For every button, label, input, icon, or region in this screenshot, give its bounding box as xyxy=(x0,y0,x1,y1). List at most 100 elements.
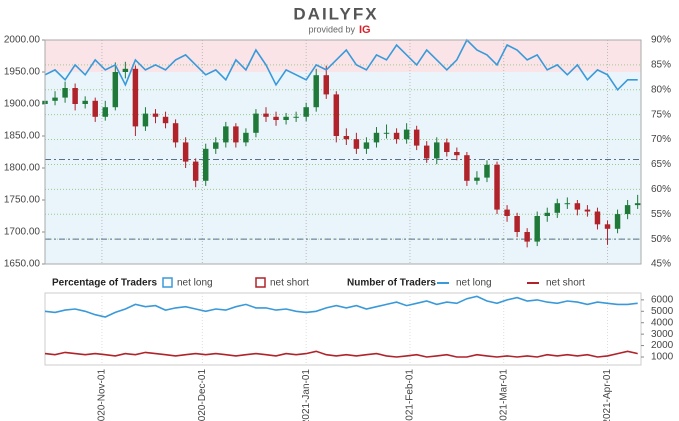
provider: IG xyxy=(359,24,371,36)
candle-body xyxy=(263,113,269,117)
y-tick-label: 1850.00 xyxy=(4,131,41,142)
candle-body xyxy=(152,113,159,117)
high-zone xyxy=(45,40,641,72)
x-tick-label: 2020-Nov-01 xyxy=(97,369,108,421)
candle-body xyxy=(122,68,129,72)
candle-body xyxy=(454,152,460,156)
y-tick-label: 1650.00 xyxy=(4,259,41,270)
brand: DAILYFX xyxy=(293,4,378,23)
candle-body xyxy=(52,97,58,101)
candle-body xyxy=(534,216,540,242)
candle-body xyxy=(353,139,360,149)
legend-label: net long xyxy=(177,278,213,289)
y-tick-label: 1750.00 xyxy=(4,195,41,206)
y-tick-label: 5000 xyxy=(651,306,674,317)
candle-body xyxy=(413,129,420,146)
legend-title: Number of Traders xyxy=(347,278,436,289)
candle-body xyxy=(243,132,249,143)
candle-body xyxy=(494,164,500,210)
candle-body xyxy=(434,142,440,159)
y-tick-label: 4000 xyxy=(651,317,674,328)
candle-body xyxy=(484,164,490,178)
y2-tick-label: 55% xyxy=(651,209,671,220)
x-tick-label: 2021-Mar-01 xyxy=(498,369,509,421)
candle-body xyxy=(172,123,179,143)
legend-swatch xyxy=(162,277,173,288)
candle-body xyxy=(213,142,219,149)
candle-body xyxy=(474,177,480,181)
candle-body xyxy=(303,107,309,117)
candle-body xyxy=(363,142,370,149)
candle-body xyxy=(293,116,299,118)
candle-body xyxy=(273,116,279,120)
x-tick-label: 2020-Dec-01 xyxy=(197,369,208,421)
x-tick-label: 2021-Feb-01 xyxy=(405,369,416,421)
candle-body xyxy=(584,209,591,212)
candle-body xyxy=(403,129,410,140)
candle-body xyxy=(112,72,119,108)
candle-body xyxy=(192,161,199,181)
candle-body xyxy=(554,203,561,213)
candle-body xyxy=(333,94,340,136)
candle-body xyxy=(464,155,470,181)
candle-body xyxy=(142,113,149,127)
candle-body xyxy=(544,212,550,216)
candle-body xyxy=(393,132,400,140)
x-tick-label: 2021-Jan-01 xyxy=(301,369,312,421)
y-tick-label: 3000 xyxy=(651,329,674,340)
candle-body xyxy=(233,126,239,143)
series-line xyxy=(44,295,638,318)
y-tick-label: 2000.00 xyxy=(4,35,41,46)
y-tick-label: 6000 xyxy=(651,294,674,305)
candle-body xyxy=(253,113,259,133)
candle-body xyxy=(574,203,581,210)
candle-body xyxy=(62,88,68,98)
y-tick-label: 1800.00 xyxy=(4,163,41,174)
y-tick-label: 1900.00 xyxy=(4,99,41,110)
candle-body xyxy=(82,100,88,104)
candle-body xyxy=(202,148,209,181)
y2-tick-label: 90% xyxy=(651,35,671,46)
y-tick-label: 1000 xyxy=(651,352,674,363)
candle-body xyxy=(92,100,98,117)
candle-body xyxy=(132,68,139,127)
y2-tick-label: 45% xyxy=(651,259,671,270)
candle-body xyxy=(423,145,430,159)
legend-label: net long xyxy=(456,278,492,289)
candle-body xyxy=(504,209,510,216)
candle-body xyxy=(594,211,601,225)
x-tick-label: 2021-Apr-01 xyxy=(602,369,613,421)
y-tick-label: 2000 xyxy=(651,340,674,351)
candle-body xyxy=(444,142,450,152)
y2-tick-label: 50% xyxy=(651,234,671,245)
candle-body xyxy=(373,132,380,143)
candle-body xyxy=(624,205,631,215)
candle-body xyxy=(283,116,289,120)
series-line xyxy=(44,350,638,358)
candle-body xyxy=(72,88,78,104)
legend-label: net short xyxy=(546,278,585,289)
plot-frame xyxy=(44,39,642,265)
y-tick-label: 1950.00 xyxy=(4,67,41,78)
y2-tick-label: 60% xyxy=(651,184,671,195)
candle-body xyxy=(102,107,109,117)
candle-body xyxy=(524,232,530,242)
y2-tick-label: 70% xyxy=(651,134,671,145)
legend-title: Percentage of Traders xyxy=(52,278,157,289)
plot-background xyxy=(45,40,641,264)
candle-body xyxy=(223,126,229,143)
legend-swatch xyxy=(255,277,266,288)
candle-body xyxy=(313,75,319,108)
candle-body xyxy=(162,116,169,124)
candle-body xyxy=(383,132,390,134)
candle-body xyxy=(182,142,189,162)
y-tick-label: 1700.00 xyxy=(4,227,41,238)
y2-tick-label: 65% xyxy=(651,159,671,170)
candle-body xyxy=(634,203,641,206)
y2-tick-label: 80% xyxy=(651,84,671,95)
candle-body xyxy=(514,216,520,232)
series-line xyxy=(44,38,638,92)
candle-body xyxy=(604,224,611,229)
y2-tick-label: 85% xyxy=(651,60,671,71)
